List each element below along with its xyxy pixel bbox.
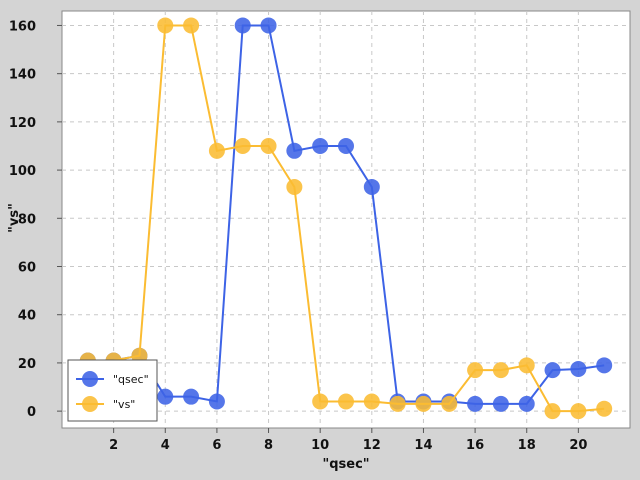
data-point — [596, 357, 613, 374]
y-tick-label: 20 — [18, 357, 36, 372]
grid-lines — [62, 11, 630, 428]
data-point — [234, 137, 251, 154]
y-tick-label: 140 — [9, 68, 36, 83]
x-tick-label: 20 — [569, 438, 587, 453]
x-tick-label: 8 — [264, 438, 273, 453]
x-tick-label: 2 — [109, 438, 118, 453]
legend: "qsec" "vs" — [67, 359, 158, 422]
data-point — [312, 137, 329, 154]
y-tick-label: 40 — [18, 309, 36, 324]
y-tick-label: 100 — [9, 164, 36, 179]
data-point — [338, 393, 354, 410]
x-axis-label: "qsec" — [322, 457, 369, 472]
axes: 2 4 6 8 10 12 14 16 18 20 0 20 40 60 80 100 120 140 160 — [9, 19, 588, 453]
data-point — [157, 388, 174, 405]
data-point — [415, 395, 432, 412]
plot-area — [61, 10, 631, 429]
data-point — [260, 137, 277, 154]
data-point — [363, 178, 380, 195]
data-point — [312, 393, 329, 410]
x-tick-label: 10 — [311, 438, 329, 453]
y-tick-label: 60 — [18, 261, 36, 276]
data-point — [286, 142, 303, 159]
data-point — [363, 393, 380, 410]
data-point — [492, 395, 509, 412]
y-axis-label: "vs" — [7, 203, 22, 233]
data-point — [338, 137, 354, 154]
data-point — [183, 17, 200, 34]
y-tick-label: 120 — [9, 116, 36, 131]
legend-label: "vs" — [113, 398, 135, 411]
y-tick-label: 80 — [18, 212, 36, 227]
x-tick-label: 6 — [212, 438, 221, 453]
data-point — [570, 403, 587, 420]
data-point — [518, 357, 535, 374]
data-point — [570, 360, 587, 377]
data-point — [492, 362, 509, 379]
data-point — [157, 17, 174, 34]
y-tick-label: 160 — [9, 19, 36, 34]
x-tick-label: 18 — [518, 438, 536, 453]
data-point — [518, 395, 535, 412]
legend-marker — [82, 396, 98, 412]
x-tick-label: 14 — [414, 438, 432, 453]
data-point — [389, 395, 406, 412]
legend-box — [67, 359, 158, 422]
data-point — [260, 17, 277, 34]
series-group — [79, 17, 613, 420]
data-point — [208, 393, 225, 410]
y-tick-label: 0 — [27, 405, 36, 420]
data-point — [544, 362, 561, 379]
legend-label: "qsec" — [113, 373, 149, 386]
data-point — [234, 17, 251, 34]
data-point — [596, 400, 613, 417]
x-tick-label: 4 — [161, 438, 170, 453]
data-point — [183, 388, 200, 405]
x-tick-label: 16 — [466, 438, 484, 453]
data-point — [544, 403, 561, 420]
data-point — [467, 395, 484, 412]
series-layer — [79, 17, 613, 420]
x-tick-label: 12 — [363, 438, 381, 453]
data-point — [467, 362, 484, 379]
legend-marker — [82, 371, 98, 387]
data-point — [441, 395, 458, 412]
data-point — [208, 142, 225, 159]
data-point — [286, 178, 303, 195]
